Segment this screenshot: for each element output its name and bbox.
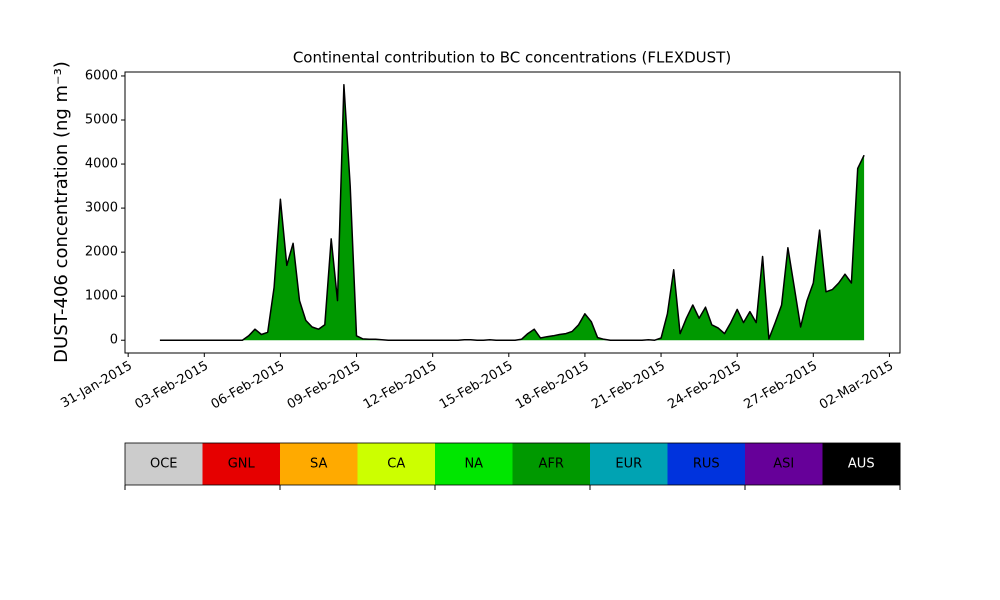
legend-frame <box>124 442 901 486</box>
legend-label: GNL <box>228 457 256 472</box>
y-tick-label: 2000 <box>85 245 118 260</box>
legend-swatch <box>590 443 668 485</box>
legend-swatch <box>822 443 901 485</box>
area-outline <box>159 84 865 341</box>
legend-label: AUS <box>848 457 875 472</box>
legend-label: SA <box>310 457 327 472</box>
legend-label: OCE <box>150 457 178 472</box>
y-tick-label: 5000 <box>85 113 118 128</box>
y-axis-label: DUST-406 concentration (ng m⁻³) <box>51 61 72 363</box>
legend-swatch <box>125 443 203 485</box>
y-tick-label: 4000 <box>85 157 118 172</box>
legend-swatch <box>745 443 823 485</box>
chart-title: Continental contribution to BC concentra… <box>293 49 731 67</box>
legend-swatch <box>512 443 591 485</box>
area <box>159 84 865 341</box>
y-tick-label: 0 <box>110 333 118 348</box>
y-tick-label: 1000 <box>85 289 118 304</box>
legend-swatch <box>357 443 436 485</box>
legend-label: EUR <box>615 457 642 472</box>
legend-label: ASI <box>773 457 794 472</box>
y-tick-label: 3000 <box>85 201 118 216</box>
plot-frame <box>124 71 901 354</box>
legend-swatch <box>280 443 358 485</box>
legend-swatch <box>435 443 513 485</box>
legend-swatch <box>667 443 746 485</box>
y-tick-label: 6000 <box>85 68 118 83</box>
legend-label: NA <box>464 457 483 472</box>
legend-label: AFR <box>539 457 564 472</box>
legend-label: RUS <box>693 457 720 472</box>
legend-swatch <box>202 443 281 485</box>
legend-label: CA <box>387 457 405 472</box>
